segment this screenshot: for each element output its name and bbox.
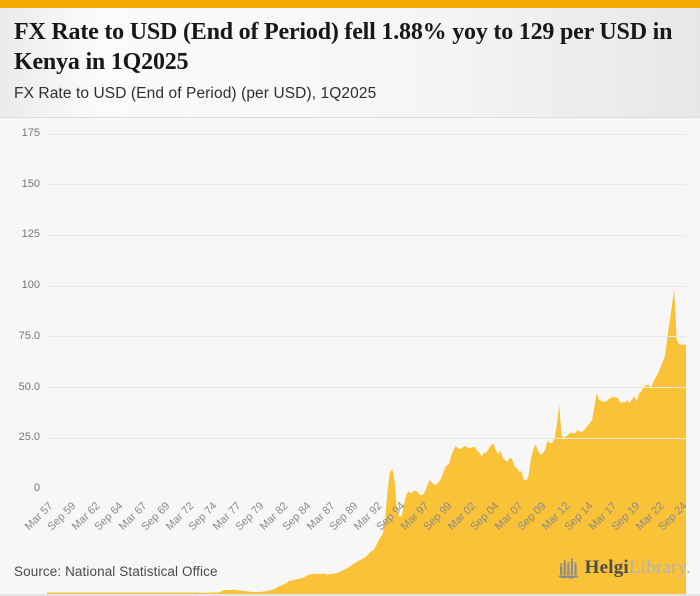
logo-text-helgi: Helgi [584, 557, 629, 578]
helgilibrary-logo: Helgi Library. [557, 556, 691, 580]
bottom-edge-bar [0, 594, 700, 596]
header: FX Rate to USD (End of Period) fell 1.88… [0, 8, 700, 118]
gridline-75 [47, 336, 686, 338]
y-axis-label: 50.0 [18, 380, 40, 393]
gridline-175 [47, 133, 686, 135]
fx-rate-area-series [47, 288, 686, 596]
gridline-100 [47, 285, 686, 287]
y-axis-label: 175 [21, 127, 40, 139]
y-axis-label: 25.0 [18, 431, 40, 444]
chart-subtitle: FX Rate to USD (End of Period) (per USD)… [14, 85, 377, 102]
y-axis-label: 125 [21, 228, 40, 241]
gridline-25 [47, 437, 686, 439]
logo-text-library: Library. [628, 557, 691, 578]
bar-chart-logo-icon [558, 558, 579, 579]
area-chart: 175 150 125 100 75.0 50.0 25.0 0 Mar 57 Sep 59 Mar… [0, 118, 700, 596]
y-axis-label: 100 [21, 279, 40, 292]
page-title: FX Rate to USD (End of Period) fell 1.88… [14, 19, 673, 75]
y-axis-label: 0 [33, 482, 40, 494]
gridline-150 [47, 184, 686, 186]
y-axis-label: 75.0 [18, 329, 40, 342]
gridline-50 [47, 387, 686, 389]
area-fill-path [47, 288, 686, 596]
y-axis-label: 150 [21, 177, 40, 190]
gridline-125 [47, 234, 686, 236]
source-note: Source: National Statistical Office [14, 564, 218, 579]
accent-top-bar [0, 0, 700, 8]
